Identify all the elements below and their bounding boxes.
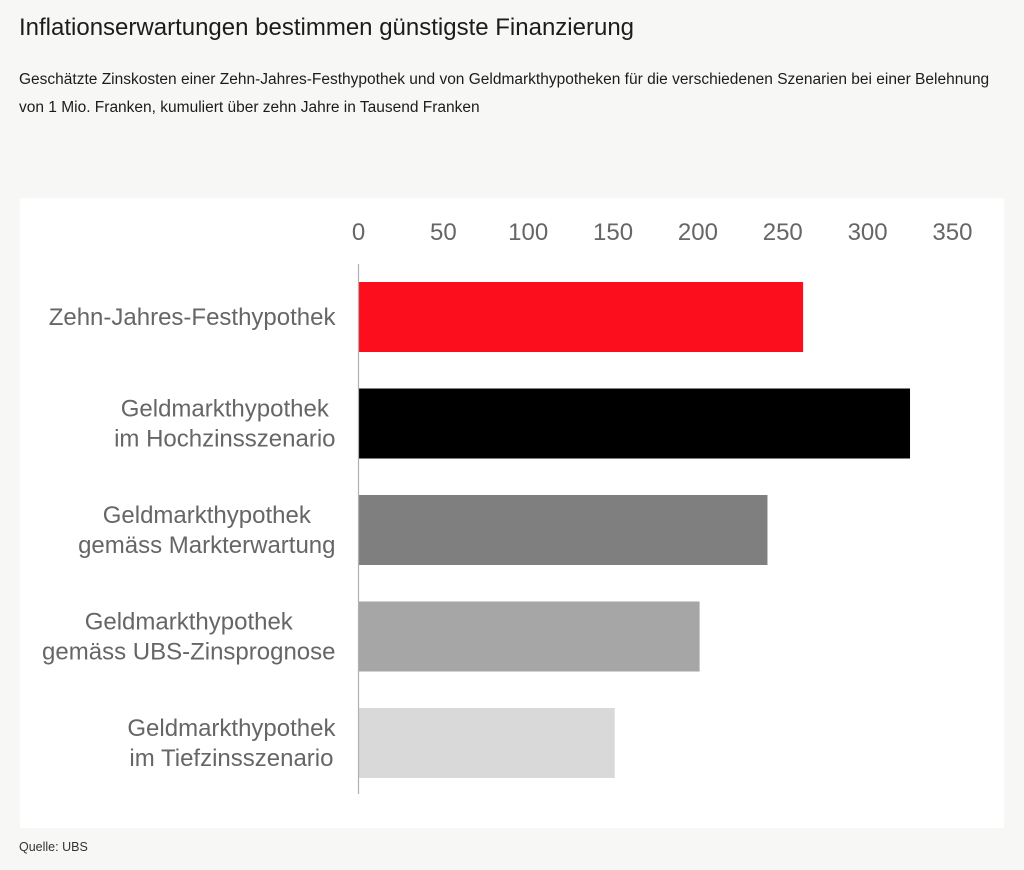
bar-chart: 0 50 100 150 200 250 300 350 Zehn-Jahres-Festhyp… bbox=[42, 219, 972, 794]
x-tick-label: 200 bbox=[678, 219, 718, 246]
bar bbox=[358, 282, 804, 352]
bar bbox=[358, 388, 911, 459]
bar bbox=[358, 601, 700, 672]
x-tick-label: 300 bbox=[848, 219, 888, 246]
x-tick-label: 250 bbox=[763, 219, 803, 246]
category-label: Zehn-Jahres-Festhypothek bbox=[49, 304, 337, 331]
x-tick-label: 150 bbox=[593, 219, 633, 246]
bar bbox=[358, 708, 615, 778]
source-note: Quelle: UBS bbox=[19, 840, 88, 854]
x-tick-label: 100 bbox=[508, 219, 548, 246]
chart-subtitle: Geschätzte Zinskosten einer Zehn-Jahres-… bbox=[19, 71, 990, 116]
category-label: im Hochzinsszenario bbox=[114, 426, 335, 453]
category-label: Geldmarkthypothek bbox=[103, 502, 312, 529]
category-label: Geldmarkthypothek bbox=[127, 715, 336, 742]
bar bbox=[358, 495, 768, 565]
chart-title: Inflationserwartungen bestimmen günstigs… bbox=[19, 14, 635, 41]
category-label: Geldmarkthypothek bbox=[85, 609, 294, 636]
category-label: Geldmarkthypothek bbox=[121, 396, 330, 423]
category-label: gemäss UBS-Zinsprognose bbox=[42, 639, 335, 666]
x-tick-label: 50 bbox=[430, 219, 457, 246]
chart-panel: 0 50 100 150 200 250 300 350 Zehn-Jahres-Festhyp… bbox=[20, 198, 1004, 828]
category-label: im Tiefzinsszenario bbox=[129, 745, 333, 772]
x-tick-label: 0 bbox=[352, 219, 365, 246]
x-tick-label: 350 bbox=[932, 219, 972, 246]
category-label: gemäss Markterwartung bbox=[78, 532, 335, 559]
